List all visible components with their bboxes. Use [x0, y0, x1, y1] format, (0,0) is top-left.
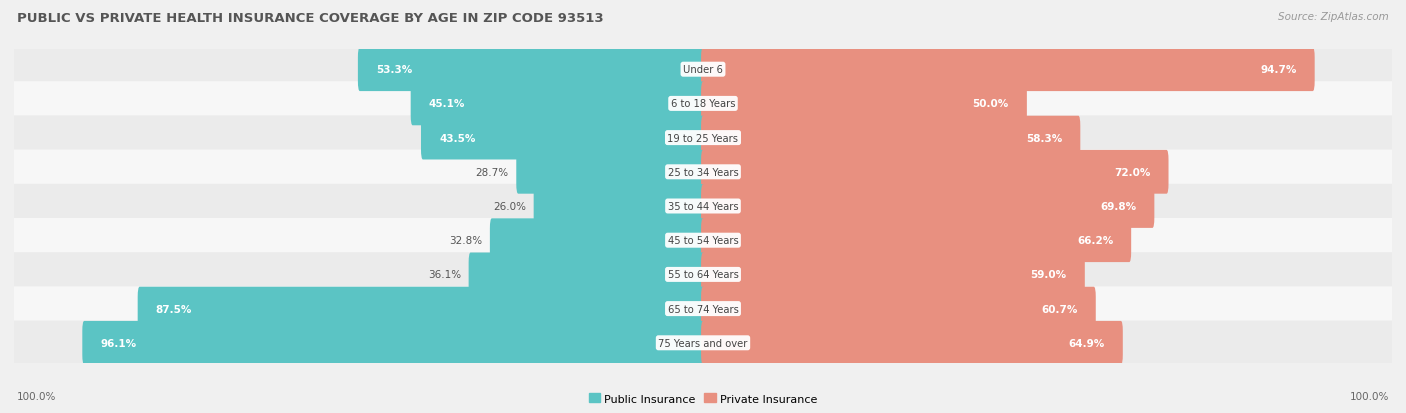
Text: 69.8%: 69.8% [1101, 202, 1136, 211]
FancyBboxPatch shape [13, 48, 1393, 92]
Text: 45.1%: 45.1% [429, 99, 465, 109]
Legend: Public Insurance, Private Insurance: Public Insurance, Private Insurance [583, 389, 823, 408]
FancyBboxPatch shape [702, 116, 1080, 160]
FancyBboxPatch shape [359, 48, 704, 92]
Text: 100.0%: 100.0% [17, 391, 56, 401]
Text: 35 to 44 Years: 35 to 44 Years [668, 202, 738, 211]
FancyBboxPatch shape [13, 321, 1393, 365]
FancyBboxPatch shape [516, 151, 704, 194]
FancyBboxPatch shape [702, 48, 1315, 92]
FancyBboxPatch shape [83, 321, 704, 365]
FancyBboxPatch shape [13, 150, 1393, 195]
Text: 65 to 74 Years: 65 to 74 Years [668, 304, 738, 314]
Text: 100.0%: 100.0% [1350, 391, 1389, 401]
Text: 87.5%: 87.5% [156, 304, 193, 314]
FancyBboxPatch shape [702, 151, 1168, 194]
FancyBboxPatch shape [702, 82, 1026, 126]
FancyBboxPatch shape [13, 184, 1393, 229]
Text: 59.0%: 59.0% [1031, 270, 1067, 280]
Text: 72.0%: 72.0% [1114, 167, 1150, 177]
FancyBboxPatch shape [702, 185, 1154, 228]
Text: 53.3%: 53.3% [375, 65, 412, 75]
Text: Under 6: Under 6 [683, 65, 723, 75]
FancyBboxPatch shape [534, 185, 704, 228]
Text: 94.7%: 94.7% [1260, 65, 1296, 75]
Text: 6 to 18 Years: 6 to 18 Years [671, 99, 735, 109]
Text: 36.1%: 36.1% [427, 270, 461, 280]
FancyBboxPatch shape [13, 116, 1393, 160]
Text: 43.5%: 43.5% [439, 133, 475, 143]
FancyBboxPatch shape [13, 218, 1393, 263]
FancyBboxPatch shape [702, 253, 1085, 297]
FancyBboxPatch shape [702, 219, 1132, 262]
Text: PUBLIC VS PRIVATE HEALTH INSURANCE COVERAGE BY AGE IN ZIP CODE 93513: PUBLIC VS PRIVATE HEALTH INSURANCE COVER… [17, 12, 603, 25]
Text: 60.7%: 60.7% [1042, 304, 1078, 314]
FancyBboxPatch shape [13, 253, 1393, 297]
Text: 96.1%: 96.1% [100, 338, 136, 348]
Text: 55 to 64 Years: 55 to 64 Years [668, 270, 738, 280]
Text: 50.0%: 50.0% [973, 99, 1010, 109]
FancyBboxPatch shape [411, 82, 704, 126]
FancyBboxPatch shape [13, 287, 1393, 331]
Text: 26.0%: 26.0% [494, 202, 526, 211]
Text: 32.8%: 32.8% [449, 236, 482, 246]
Text: Source: ZipAtlas.com: Source: ZipAtlas.com [1278, 12, 1389, 22]
Text: 75 Years and over: 75 Years and over [658, 338, 748, 348]
FancyBboxPatch shape [489, 219, 704, 262]
Text: 25 to 34 Years: 25 to 34 Years [668, 167, 738, 177]
FancyBboxPatch shape [468, 253, 704, 297]
FancyBboxPatch shape [138, 287, 704, 331]
FancyBboxPatch shape [13, 82, 1393, 126]
FancyBboxPatch shape [702, 321, 1123, 365]
Text: 58.3%: 58.3% [1026, 133, 1063, 143]
FancyBboxPatch shape [420, 116, 704, 160]
Text: 28.7%: 28.7% [475, 167, 509, 177]
FancyBboxPatch shape [702, 287, 1095, 331]
Text: 66.2%: 66.2% [1077, 236, 1114, 246]
Text: 45 to 54 Years: 45 to 54 Years [668, 236, 738, 246]
Text: 19 to 25 Years: 19 to 25 Years [668, 133, 738, 143]
Text: 64.9%: 64.9% [1069, 338, 1105, 348]
